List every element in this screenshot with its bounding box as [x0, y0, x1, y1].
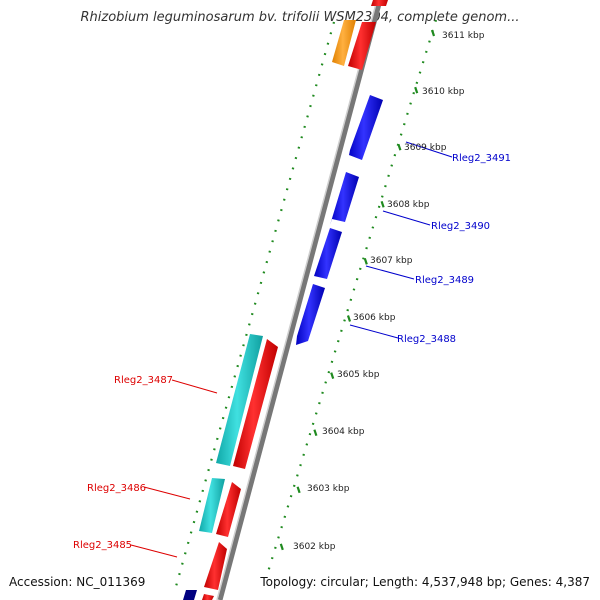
tick-label: 3611 kbp: [442, 31, 485, 41]
gene-feature-rleg2-3486-b: [216, 482, 241, 537]
tick-label: 3607 kbp: [370, 256, 413, 266]
gene-feature-rleg2-3485: [204, 542, 227, 590]
label-line: [365, 265, 415, 280]
topology-summary: Topology: circular; Length: 4,537,948 bp…: [260, 575, 590, 589]
label-line: [130, 544, 178, 558]
gene-feature-rleg2-3487-a: [216, 334, 263, 466]
major-tick: [330, 372, 335, 379]
tick-marks: [279, 29, 436, 551]
gene-features: [183, 0, 388, 600]
tick-label: 3609 kbp: [404, 143, 447, 153]
tick-label: 3605 kbp: [337, 370, 380, 380]
major-tick: [380, 200, 385, 208]
gene-feature-rleg2-3487-b: [233, 339, 278, 469]
gene-label-rleg2-3486: Rleg2_3486: [87, 483, 146, 494]
inner-tick-ring: [173, 21, 336, 591]
tick-label: 3606 kbp: [353, 313, 396, 323]
label-line: [349, 324, 399, 339]
gene-feature: [202, 594, 214, 600]
gene-feature: [371, 0, 388, 6]
map-title: Rhizobium leguminosarum bv. trifolii WSM…: [80, 10, 520, 25]
tick-label: 3602 kbp: [293, 542, 336, 552]
gene-feature-rleg2-3486-a: [199, 478, 225, 533]
major-tick: [414, 86, 419, 94]
gene-label-rleg2-3488: Rleg2_3488: [397, 334, 456, 345]
major-tick: [313, 429, 318, 437]
major-tick: [430, 29, 436, 37]
major-tick: [279, 543, 284, 551]
gene-feature: [348, 22, 376, 70]
tick-label: 3608 kbp: [387, 200, 430, 210]
gene-labels: Rleg2_3491 Rleg2_3490 Rleg2_3489 Rleg2_3…: [73, 153, 511, 551]
major-tick: [397, 143, 402, 151]
label-line: [382, 210, 431, 226]
label-line: [405, 141, 453, 158]
tick-label: 3610 kbp: [422, 87, 465, 97]
genome-backbone-highlight: [216, 0, 378, 600]
label-line: [171, 379, 218, 394]
gene-feature: [332, 20, 356, 66]
gene-feature-rleg2-3488: [296, 284, 325, 345]
major-tick: [296, 486, 301, 494]
major-tick: [363, 258, 368, 265]
genome-backbone: [217, 0, 383, 600]
tick-label: 3603 kbp: [307, 484, 350, 494]
tick-labels: 3611 kbp 3610 kbp 3609 kbp 3608 kbp 3607…: [293, 31, 485, 552]
gene-feature: [183, 590, 197, 600]
gene-feature-rleg2-3489: [314, 228, 342, 279]
gene-feature-rleg2-3490: [330, 172, 359, 225]
gene-label-rleg2-3489: Rleg2_3489: [415, 275, 474, 286]
gene-label-lines: [130, 141, 453, 558]
gene-label-rleg2-3485: Rleg2_3485: [73, 540, 132, 551]
gene-label-rleg2-3487: Rleg2_3487: [114, 375, 173, 386]
major-tick: [346, 315, 352, 322]
gene-feature-rleg2-3491: [348, 95, 383, 160]
gene-label-rleg2-3490: Rleg2_3490: [431, 221, 490, 232]
gene-label-rleg2-3491: Rleg2_3491: [452, 153, 511, 164]
accession-text: Accession: NC_011369: [9, 575, 146, 589]
tick-label: 3604 kbp: [322, 427, 365, 437]
label-line: [143, 486, 191, 500]
